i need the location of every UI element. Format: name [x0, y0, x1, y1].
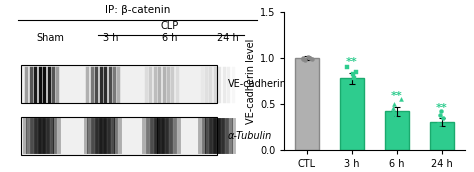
Point	[351, 77, 358, 79]
Point	[390, 107, 397, 110]
Text: 24 h: 24 h	[217, 33, 238, 43]
Point	[349, 73, 357, 76]
Point	[436, 126, 443, 129]
Point	[299, 57, 307, 60]
Text: **: **	[391, 91, 403, 101]
FancyBboxPatch shape	[21, 65, 217, 103]
Text: Sham: Sham	[36, 33, 64, 43]
Point	[439, 117, 447, 120]
Bar	[339, 78, 365, 150]
Point	[343, 66, 351, 68]
FancyBboxPatch shape	[21, 117, 217, 155]
Text: 3 h: 3 h	[103, 33, 118, 43]
Point	[391, 114, 399, 117]
Point	[438, 110, 445, 112]
Bar	[294, 58, 319, 150]
Point	[353, 70, 360, 73]
Text: 6 h: 6 h	[162, 33, 177, 43]
Text: **: **	[346, 57, 358, 67]
Point	[354, 89, 361, 91]
Point	[304, 56, 312, 58]
Point	[390, 110, 397, 112]
Text: IP: β-catenin: IP: β-catenin	[105, 5, 170, 15]
Bar	[384, 111, 410, 150]
Text: **: **	[436, 103, 448, 113]
Bar	[429, 122, 455, 150]
Point	[437, 132, 444, 135]
Y-axis label: VE-cadherin level: VE-cadherin level	[246, 38, 256, 123]
Text: α-Tubulin: α-Tubulin	[228, 131, 272, 141]
Point	[301, 58, 309, 61]
Point	[343, 82, 350, 85]
Point	[299, 57, 307, 59]
Point	[436, 113, 443, 116]
Point	[306, 57, 313, 59]
Point	[397, 98, 405, 101]
Text: CLP: CLP	[160, 21, 178, 31]
Point	[393, 123, 401, 125]
Point	[390, 102, 397, 105]
Point	[434, 123, 442, 125]
Text: VE-cadherin: VE-cadherin	[228, 79, 287, 89]
Point	[309, 57, 316, 60]
